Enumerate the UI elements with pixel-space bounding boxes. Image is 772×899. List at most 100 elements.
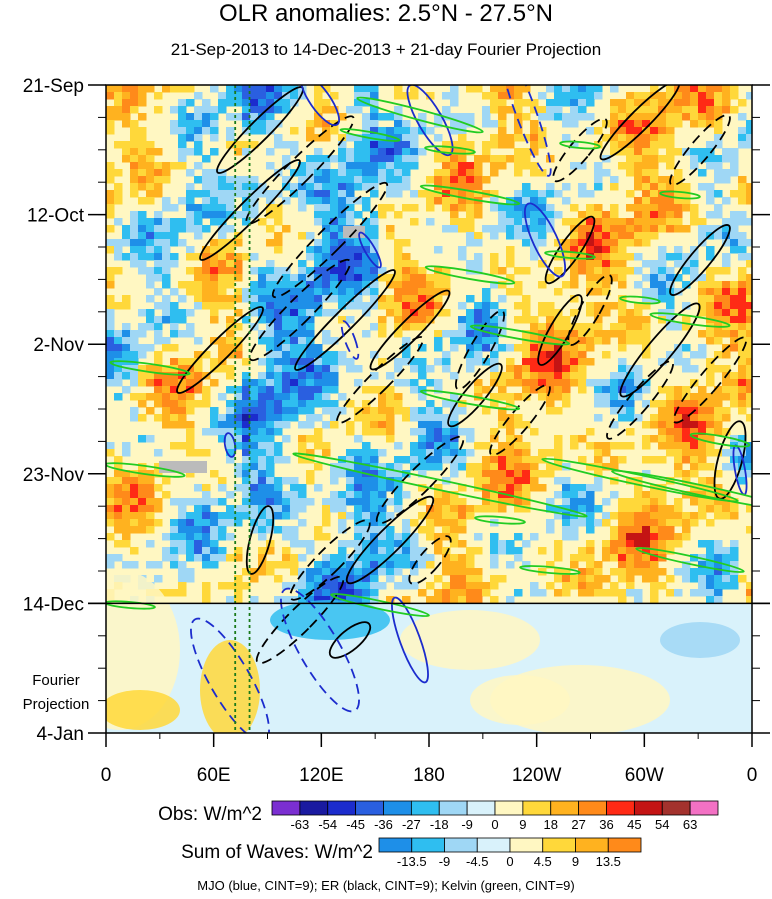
heatmap-cell [554,316,563,324]
heatmap-cell [482,148,491,156]
heatmap-cell [706,435,715,443]
heatmap-cell [658,197,667,205]
heatmap-cell [658,484,667,492]
heatmap-cell [138,148,147,156]
heatmap-cell [514,554,523,562]
heatmap-cell [114,554,123,562]
heatmap-cell [506,106,515,114]
heatmap-cell [282,372,291,380]
heatmap-cell [730,211,739,219]
heatmap-cell [282,155,291,163]
heatmap-cell [490,190,499,198]
x-tick-label: 180 [413,765,445,786]
heatmap-cell [594,218,603,226]
heatmap-cell [242,141,251,149]
heatmap-cell [114,246,123,254]
heatmap-cell [498,106,507,114]
heatmap-cell [426,428,435,436]
heatmap-cell [314,400,323,408]
missing-data-box [159,461,207,473]
heatmap-cell [386,484,395,492]
heatmap-cell [546,561,555,569]
heatmap-cell [554,575,563,583]
heatmap-cell [362,505,371,513]
heatmap-cell [154,190,163,198]
heatmap-cell [594,386,603,394]
heatmap-cell [658,99,667,107]
heatmap-cell [290,533,299,541]
heatmap-cell [434,435,443,443]
heatmap-cell [122,505,131,513]
heatmap-cell [330,155,339,163]
heatmap-cell [650,267,659,275]
heatmap-cell [162,232,171,240]
heatmap-cell [450,372,459,380]
heatmap-cell [434,358,443,366]
heatmap-cell [722,505,731,513]
heatmap-cell [642,386,651,394]
heatmap-cell [530,344,539,352]
heatmap-cell [306,246,315,254]
heatmap-cell [602,281,611,289]
heatmap-cell [114,351,123,359]
heatmap-cell [530,134,539,142]
heatmap-cell [738,400,747,408]
heatmap-cell [234,519,243,527]
heatmap-cell [290,393,299,401]
heatmap-cell [162,337,171,345]
heatmap-cell [242,99,251,107]
heatmap-cell [346,589,355,597]
heatmap-cell [610,323,619,331]
heatmap-cell [586,519,595,527]
heatmap-cell [730,169,739,177]
heatmap-cell [194,120,203,128]
heatmap-cell [338,183,347,191]
heatmap-cell [394,533,403,541]
heatmap-cell [234,190,243,198]
heatmap-cell [602,218,611,226]
heatmap-cell [114,113,123,121]
heatmap-cell [458,134,467,142]
heatmap-cell [674,169,683,177]
heatmap-cell [274,358,283,366]
heatmap-cell [586,274,595,282]
heatmap-cell [538,330,547,338]
heatmap-cell [114,302,123,310]
heatmap-cell [402,337,411,345]
heatmap-cell [354,449,363,457]
heatmap-cell [386,463,395,471]
heatmap-cell [570,442,579,450]
heatmap-cell [618,512,627,520]
heatmap-cell [170,162,179,170]
heatmap-cell [546,470,555,478]
heatmap-cell [226,204,235,212]
heatmap-cell [162,281,171,289]
heatmap-cell [458,582,467,590]
heatmap-cell [650,540,659,548]
heatmap-cell [322,400,331,408]
heatmap-cell [210,211,219,219]
heatmap-cell [650,218,659,226]
heatmap-cell [738,358,747,366]
heatmap-cell [530,169,539,177]
heatmap-cell [674,428,683,436]
heatmap-cell [410,386,419,394]
heatmap-cell [690,162,699,170]
heatmap-cell [370,414,379,422]
heatmap-cell [362,169,371,177]
heatmap-cell [514,92,523,100]
heatmap-cell [402,176,411,184]
heatmap-cell [298,274,307,282]
heatmap-cell [658,183,667,191]
heatmap-cell [410,267,419,275]
heatmap-cell [210,302,219,310]
heatmap-cell [538,190,547,198]
heatmap-cell [162,400,171,408]
heatmap-cell [154,246,163,254]
heatmap-cell [682,512,691,520]
heatmap-cell [250,113,259,121]
heatmap-cell [266,463,275,471]
heatmap-cell [242,477,251,485]
heatmap-cell [602,547,611,555]
heatmap-cell [618,442,627,450]
